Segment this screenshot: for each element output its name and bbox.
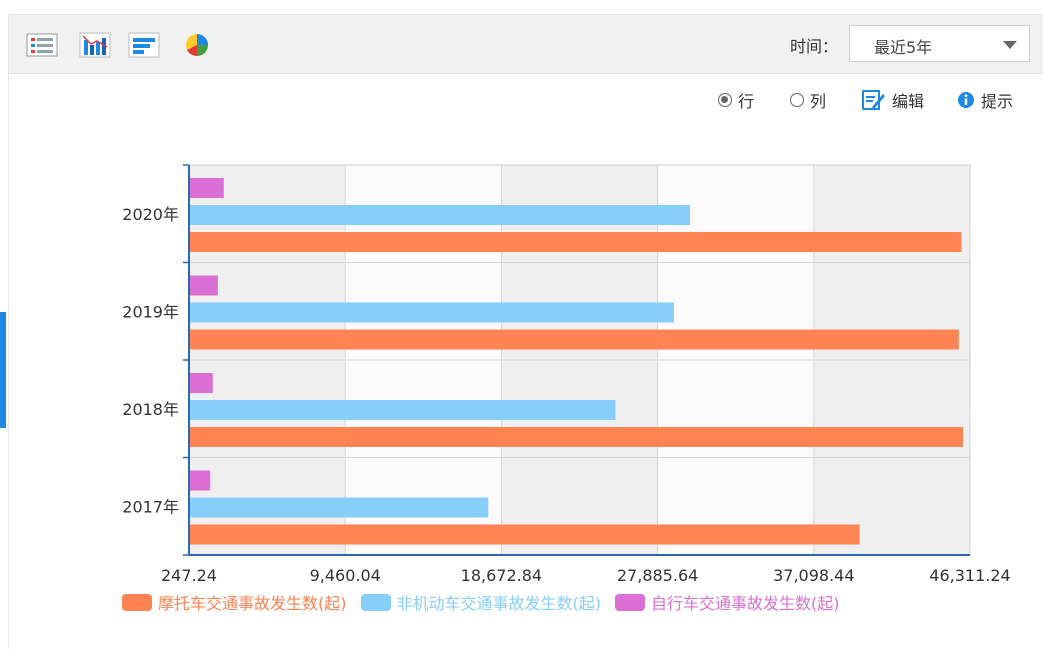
x-tick-label: 9,460.04 — [310, 566, 381, 585]
time-range-select[interactable]: 最近5年 — [849, 25, 1030, 62]
x-tick-label: 18,672.84 — [461, 566, 542, 585]
bar-non-motor[interactable] — [190, 205, 691, 225]
row-option-label: 行 — [738, 92, 755, 111]
time-range-value: 最近5年 — [874, 38, 933, 57]
bar-motorcycle[interactable] — [190, 329, 959, 350]
legend-item-non-motor[interactable]: 非机动车交通事故发生数(起) — [360, 590, 602, 614]
frame-left-border — [8, 14, 9, 649]
toolbar: 时间： 最近5年 — [9, 15, 1043, 74]
edit-label: 编辑 — [892, 92, 925, 111]
y-tick-label: 2020年 — [122, 205, 179, 224]
legend-swatch-motorcycle — [122, 593, 152, 611]
axes — [183, 164, 971, 556]
bar-bicycle[interactable] — [190, 470, 211, 491]
edit-icon — [862, 90, 885, 110]
bar-motorcycle[interactable] — [190, 524, 860, 545]
bar-bicycle[interactable] — [190, 373, 213, 393]
legend-swatch-non-motor — [360, 593, 391, 611]
tick-labels: 247.24 9,460.04 18,672.84 27,885.64 37,098.4… — [122, 205, 1010, 585]
tip-button[interactable]: 提示 — [957, 88, 1013, 112]
bar-chart-icon[interactable] — [79, 32, 111, 58]
legend-label-non-motor: 非机动车交通事故发生数(起) — [396, 594, 602, 613]
legend-item-motorcycle[interactable]: 摩托车交通事故发生数(起) — [122, 590, 347, 614]
x-tick-label: 37,098.44 — [773, 566, 854, 585]
y-tick-label: 2017年 — [122, 497, 179, 516]
column-radio-icon[interactable] — [790, 93, 804, 107]
bar-bicycle[interactable] — [190, 178, 224, 198]
row-option[interactable]: 行 — [718, 88, 754, 112]
frame-top-border — [8, 14, 1043, 15]
x-tick-label: 247.24 — [161, 566, 217, 585]
legend-item-bicycle[interactable]: 自行车交通事故发生数(起) — [615, 590, 840, 614]
legend-label-motorcycle: 摩托车交通事故发生数(起) — [158, 594, 347, 613]
y-tick-label: 2019年 — [122, 302, 179, 321]
time-label: 时间： — [790, 37, 839, 56]
legend: 摩托车交通事故发生数(起) 非机动车交通事故发生数(起) 自行车交通事故发生数(… — [122, 590, 854, 614]
list-view-icon[interactable] — [26, 32, 58, 58]
column-option-label: 列 — [810, 92, 827, 111]
column-option[interactable]: 列 — [790, 88, 826, 112]
x-tick-label: 27,885.64 — [617, 566, 698, 585]
bar-motorcycle[interactable] — [190, 232, 962, 252]
bar-non-motor[interactable] — [190, 302, 674, 323]
legend-label-bicycle: 自行车交通事故发生数(起) — [651, 594, 840, 613]
tip-label: 提示 — [981, 92, 1014, 111]
chevron-down-icon — [1003, 41, 1017, 49]
horizontal-bar-icon[interactable] — [128, 32, 160, 58]
bar-non-motor[interactable] — [190, 497, 489, 518]
row-radio-icon[interactable] — [718, 93, 732, 107]
side-panel-tab[interactable] — [0, 312, 6, 428]
pie-chart-icon[interactable] — [181, 32, 213, 58]
bar-bicycle[interactable] — [190, 275, 218, 296]
edit-button[interactable]: 编辑 — [862, 88, 924, 112]
bar-motorcycle[interactable] — [190, 427, 964, 447]
legend-swatch-bicycle — [615, 593, 645, 611]
bar-non-motor[interactable] — [190, 400, 616, 420]
y-tick-label: 2018年 — [122, 400, 179, 419]
info-icon — [958, 92, 974, 108]
x-tick-label: 46,311.24 — [929, 566, 1010, 585]
bars — [190, 178, 964, 545]
